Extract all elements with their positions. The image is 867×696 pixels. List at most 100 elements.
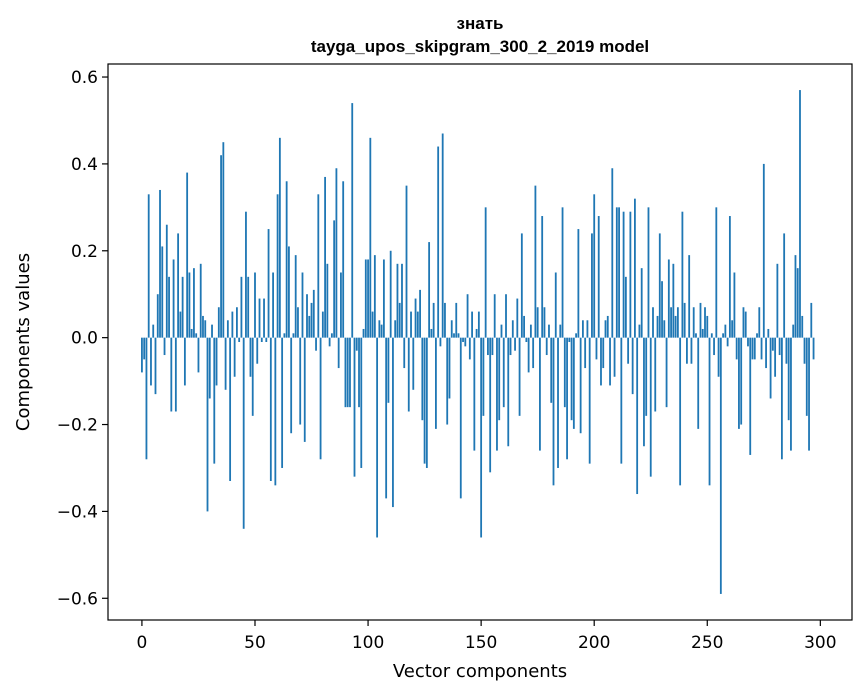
bar bbox=[634, 198, 636, 338]
bar bbox=[156, 294, 159, 338]
bar bbox=[487, 337, 489, 356]
bar bbox=[489, 337, 492, 473]
bar bbox=[686, 337, 688, 364]
bar bbox=[805, 337, 808, 416]
bar bbox=[808, 337, 810, 451]
bar bbox=[333, 220, 336, 338]
bar bbox=[396, 263, 399, 338]
bar bbox=[290, 337, 293, 434]
bar bbox=[509, 337, 512, 356]
bar bbox=[306, 294, 308, 338]
bar bbox=[810, 302, 813, 338]
bar bbox=[636, 337, 639, 495]
bar bbox=[407, 337, 410, 412]
bar bbox=[202, 315, 204, 338]
bar bbox=[159, 189, 161, 338]
bar bbox=[217, 307, 220, 338]
bar bbox=[373, 255, 376, 338]
bar bbox=[645, 337, 648, 416]
bar bbox=[303, 337, 306, 442]
bar bbox=[627, 337, 630, 364]
bar bbox=[801, 315, 804, 338]
bar bbox=[163, 337, 166, 356]
bar bbox=[179, 311, 182, 338]
bar bbox=[231, 311, 234, 338]
bar bbox=[186, 172, 189, 338]
bar bbox=[584, 337, 587, 369]
bar bbox=[213, 337, 216, 464]
bar bbox=[170, 337, 173, 412]
bar bbox=[717, 337, 720, 377]
bar bbox=[790, 337, 792, 451]
bar bbox=[676, 307, 679, 338]
bar bbox=[444, 302, 446, 338]
bar bbox=[154, 337, 157, 395]
bar bbox=[738, 337, 740, 429]
bar bbox=[267, 229, 270, 338]
bar bbox=[593, 194, 596, 338]
bar bbox=[416, 311, 419, 338]
bar bbox=[276, 194, 279, 338]
bar bbox=[265, 337, 268, 342]
bar bbox=[346, 337, 349, 408]
bar bbox=[423, 337, 426, 464]
bar bbox=[665, 337, 668, 408]
bar bbox=[502, 337, 505, 408]
bar bbox=[315, 337, 317, 351]
bar bbox=[640, 268, 643, 338]
bar bbox=[575, 333, 578, 338]
bar bbox=[457, 333, 460, 338]
bar bbox=[704, 307, 706, 338]
bar bbox=[190, 328, 193, 338]
bar bbox=[482, 337, 485, 416]
bar bbox=[249, 337, 252, 377]
bar bbox=[308, 315, 311, 338]
bar bbox=[615, 207, 618, 338]
bar bbox=[330, 333, 333, 338]
bar bbox=[141, 337, 143, 373]
bar bbox=[559, 324, 562, 338]
bar bbox=[672, 263, 675, 338]
bar bbox=[539, 337, 541, 451]
bar bbox=[803, 337, 806, 364]
bar bbox=[428, 242, 431, 338]
bar bbox=[337, 337, 340, 369]
bar bbox=[224, 337, 227, 390]
bar bbox=[242, 337, 245, 529]
y-tick-label: −0.2 bbox=[57, 416, 98, 436]
bar bbox=[762, 163, 765, 338]
bar bbox=[414, 298, 417, 338]
bar bbox=[541, 216, 544, 338]
bar bbox=[507, 337, 510, 447]
bar bbox=[181, 276, 184, 338]
plot-frame bbox=[107, 63, 853, 621]
bar bbox=[656, 315, 659, 338]
bar bbox=[199, 263, 202, 338]
bar bbox=[681, 211, 684, 338]
bar bbox=[740, 337, 743, 425]
bar bbox=[545, 337, 548, 356]
bar bbox=[378, 320, 381, 338]
bar bbox=[281, 337, 284, 468]
bar bbox=[448, 337, 451, 399]
bar bbox=[369, 137, 372, 338]
bar bbox=[491, 337, 494, 356]
bar bbox=[364, 259, 367, 338]
bar bbox=[326, 263, 329, 338]
bar bbox=[353, 337, 356, 477]
bar bbox=[351, 103, 354, 338]
bar bbox=[283, 333, 286, 338]
bar bbox=[387, 337, 390, 403]
bar bbox=[663, 320, 666, 338]
bar bbox=[783, 233, 786, 338]
bar bbox=[699, 302, 702, 338]
bar bbox=[744, 311, 747, 338]
bar bbox=[728, 216, 731, 338]
bar bbox=[288, 246, 290, 338]
bar bbox=[726, 337, 729, 347]
bar bbox=[208, 337, 211, 399]
bar bbox=[498, 337, 501, 421]
bar bbox=[484, 207, 487, 338]
bar bbox=[561, 207, 564, 338]
bar bbox=[654, 337, 657, 412]
